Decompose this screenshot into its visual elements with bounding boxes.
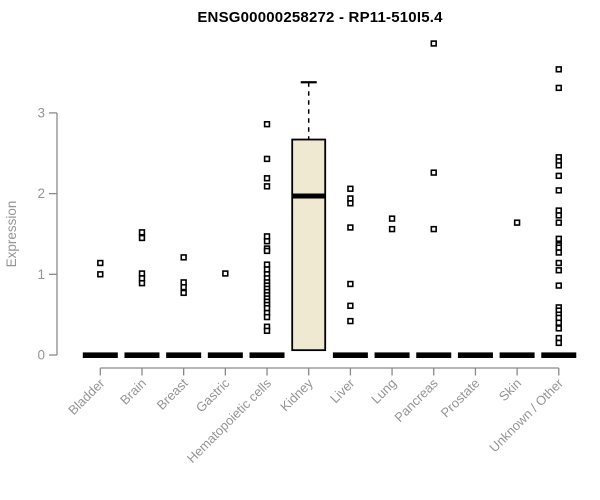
collapsed-median-bar: [124, 352, 160, 358]
box-group-skin: [499, 219, 535, 358]
collapsed-median-bar: [416, 352, 452, 358]
outlier-point: [555, 172, 562, 180]
collapsed-median-bar: [332, 352, 368, 358]
outlier-point: [347, 302, 354, 309]
outlier-point: [263, 120, 271, 128]
box-group-lung: [374, 215, 410, 358]
outlier-point: [555, 66, 562, 73]
outlier-point: [555, 187, 562, 194]
box-group-gastric: [207, 270, 243, 358]
category-label-lung: Lung: [368, 376, 399, 407]
y-tick-label-3: 3: [37, 105, 45, 120]
outlier-point: [138, 234, 146, 242]
outlier-point: [347, 224, 354, 231]
box-group-liver: [332, 185, 368, 358]
outlier-point: [555, 235, 562, 242]
category-label-unknown-other: Unknown / Other: [486, 375, 566, 455]
collapsed-median-bar: [82, 352, 118, 358]
outlier-point: [430, 225, 437, 233]
outlier-point: [180, 289, 187, 297]
y-axis-title: Expression: [4, 201, 19, 268]
category-label-brain: Brain: [117, 376, 149, 408]
collapsed-median-bar: [207, 352, 243, 358]
collapsed-median-bar: [541, 352, 577, 358]
outlier-point: [263, 238, 271, 245]
outlier-point: [347, 200, 354, 207]
outlier-point: [180, 254, 187, 261]
box-group-prostate: [457, 352, 493, 358]
collapsed-median-bar: [374, 352, 410, 358]
box-group-kidney: [291, 81, 327, 352]
outlier-point: [138, 279, 146, 287]
outlier-point: [263, 175, 271, 182]
chart-title: ENSG00000258272 - RP11-510I5.4: [197, 9, 443, 26]
y-tick-label-0: 0: [37, 348, 45, 363]
outlier-point: [513, 219, 521, 226]
box-group-brain: [124, 229, 160, 358]
outlier-point: [388, 215, 396, 222]
outlier-point: [555, 319, 562, 326]
category-label-gastric: Gastric: [193, 375, 233, 415]
median-line: [292, 193, 326, 199]
outlier-point: [555, 84, 562, 92]
outlier-point: [222, 270, 229, 277]
category-label-pancreas: Pancreas: [391, 375, 441, 425]
category-label-skin: Skin: [496, 376, 524, 404]
outlier-point: [555, 219, 562, 226]
outlier-point: [430, 40, 437, 47]
outlier-point: [263, 247, 271, 255]
outlier-point: [347, 185, 354, 192]
category-label-kidney: Kidney: [277, 375, 316, 414]
outlier-point: [555, 162, 562, 169]
outlier-point: [97, 259, 104, 267]
outlier-point: [555, 259, 562, 267]
outlier-point: [555, 212, 562, 219]
outlier-point: [555, 325, 562, 332]
box-group-hematopoietic-cells: [249, 120, 285, 358]
outlier-point: [138, 229, 146, 236]
outlier-point: [555, 282, 562, 289]
category-label-bladder: Bladder: [65, 375, 108, 418]
outlier-point: [263, 327, 271, 334]
category-label-prostate: Prostate: [438, 376, 483, 421]
outlier-point: [97, 271, 104, 278]
box-group-breast: [166, 254, 202, 358]
outlier-point: [263, 183, 271, 190]
outlier-point: [180, 284, 187, 291]
outlier-point: [347, 317, 354, 325]
collapsed-median-bar: [457, 352, 493, 358]
y-tick-label-2: 2: [37, 186, 45, 201]
y-tick-label-1: 1: [37, 267, 45, 282]
category-label-breast: Breast: [154, 375, 191, 412]
box-group-pancreas: [416, 40, 452, 358]
outlier-point: [388, 225, 396, 233]
collapsed-median-bar: [499, 352, 535, 358]
collapsed-median-bar: [249, 352, 285, 358]
box-rect: [291, 138, 327, 352]
outlier-point: [347, 280, 354, 288]
outlier-point: [430, 169, 437, 176]
collapsed-median-bar: [166, 352, 202, 358]
outlier-point: [555, 339, 562, 347]
box-group-bladder: [82, 259, 118, 358]
outlier-point: [263, 155, 271, 163]
category-label-liver: Liver: [327, 375, 358, 406]
outlier-point: [555, 249, 562, 256]
box-group-unknown-other: [541, 66, 577, 358]
outlier-point: [263, 313, 271, 321]
outlier-point: [555, 267, 562, 274]
